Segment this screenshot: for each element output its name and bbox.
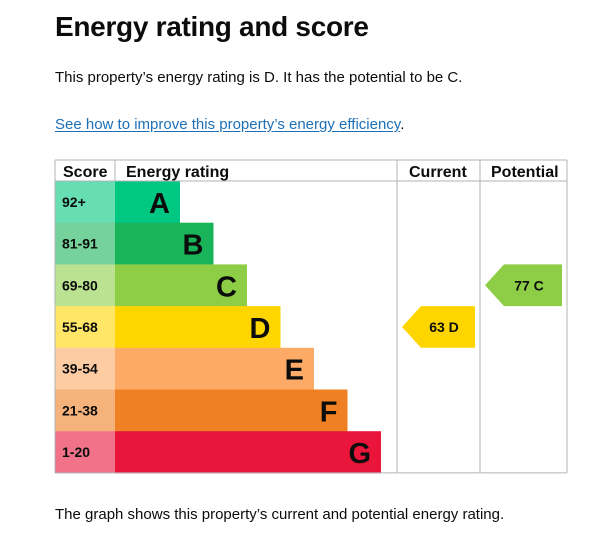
graph-description: The graph shows this property’s current … xyxy=(55,506,505,523)
score-cell-d xyxy=(55,306,115,349)
rating-bar-e xyxy=(115,347,314,390)
score-cell-b xyxy=(55,222,115,265)
band-letter-e: E xyxy=(285,355,304,387)
score-label-a: 92+ xyxy=(62,194,86,210)
chart-header: Score Energy rating Current Potential xyxy=(63,164,559,181)
rating-bar-d xyxy=(115,306,281,349)
page-title: Energy rating and score xyxy=(55,11,369,42)
potential-rating-label: 77 C xyxy=(514,277,544,293)
improve-link-line: See how to improve this property’s energ… xyxy=(55,115,404,135)
score-label-e: 39-54 xyxy=(62,361,98,377)
rating-bar-c xyxy=(115,264,247,307)
header-potential: Potential xyxy=(491,164,559,181)
improve-efficiency-link[interactable]: See how to improve this property’s energ… xyxy=(55,116,401,133)
score-label-f: 21-38 xyxy=(62,402,98,418)
rating-bar-g xyxy=(115,431,381,474)
link-suffix: . xyxy=(400,116,405,133)
rating-bar-a xyxy=(115,181,180,224)
score-cell-g xyxy=(55,431,115,474)
score-cell-f xyxy=(55,389,115,432)
score-cell-c xyxy=(55,264,115,307)
band-letter-g: G xyxy=(348,438,371,470)
rating-summary: This property’s energy rating is D. It h… xyxy=(55,69,463,86)
band-letter-b: B xyxy=(183,230,204,262)
score-label-g: 1-20 xyxy=(62,444,90,460)
header-current: Current xyxy=(409,164,467,181)
header-score: Score xyxy=(63,164,108,181)
header-energy-rating: Energy rating xyxy=(126,164,229,181)
potential-rating-arrow xyxy=(485,264,562,307)
score-label-c: 69-80 xyxy=(62,277,98,293)
score-cell-e xyxy=(55,347,115,390)
band-letter-c: C xyxy=(216,271,237,303)
rating-bar-b xyxy=(115,222,214,265)
score-cell-a xyxy=(55,181,115,224)
current-rating-label: 63 D xyxy=(429,319,459,335)
rating-bar-f xyxy=(115,389,348,432)
score-label-d: 55-68 xyxy=(62,319,98,335)
rating-arrows: 63 D 77 C xyxy=(402,264,562,348)
rating-bands: 92+ A 81-91 B 69-80 C 55-68 D 39-54 E 21-38 F 1-20 G xyxy=(55,181,381,474)
chart-grid xyxy=(54,159,568,474)
score-label-b: 81-91 xyxy=(62,236,98,252)
band-letter-f: F xyxy=(320,396,338,428)
current-rating-arrow xyxy=(402,306,475,348)
band-letter-a: A xyxy=(149,188,170,220)
band-letter-d: D xyxy=(250,313,271,345)
